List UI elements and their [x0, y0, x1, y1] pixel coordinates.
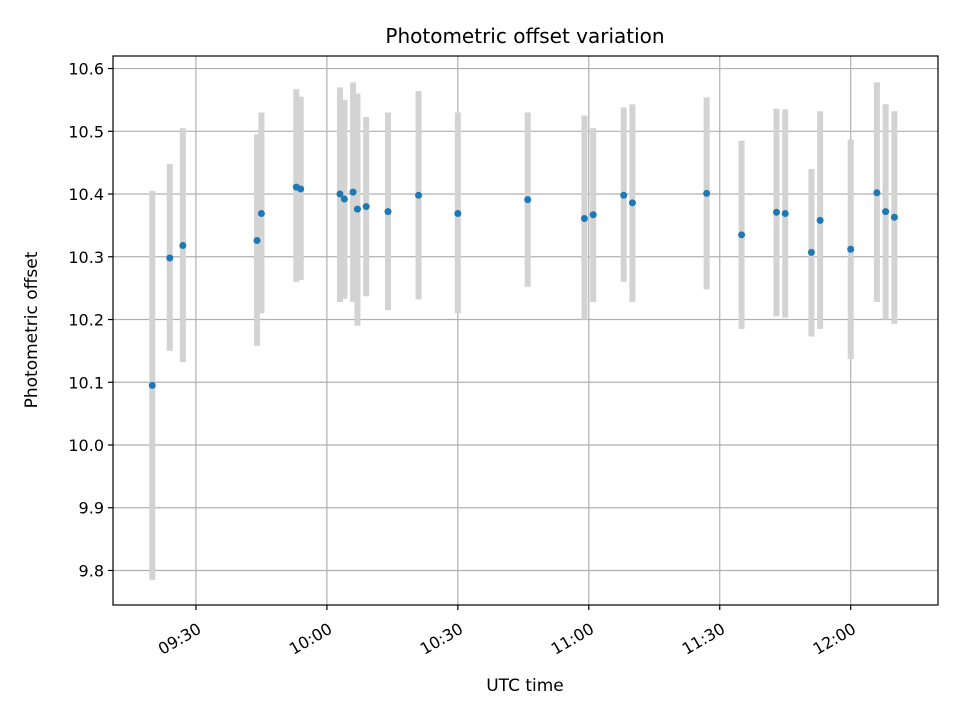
x-axis-ticks: 09:30 10:00 10:30 11:00 11:30 12:00 [155, 605, 859, 659]
y-tick-label: 9.8 [79, 561, 104, 580]
data-point [580, 215, 588, 223]
data-point [882, 208, 890, 216]
data-point [738, 231, 746, 239]
data-points [148, 183, 898, 389]
data-point [148, 381, 156, 389]
data-point [454, 209, 462, 217]
y-tick-label: 10.2 [68, 311, 104, 330]
x-tick-label: 09:30 [155, 619, 204, 659]
y-axis-ticks: 9.8 9.9 10.0 10.1 10.2 10.3 10.4 10.5 10.6 [68, 60, 113, 580]
data-point [336, 190, 344, 198]
data-point [873, 189, 881, 197]
data-point [179, 241, 187, 249]
data-point [589, 211, 597, 219]
y-tick-label: 10.0 [68, 436, 104, 455]
data-point [297, 185, 305, 193]
data-point [628, 199, 636, 207]
chart-title: Photometric offset variation [385, 24, 664, 48]
data-point [816, 216, 824, 224]
plot-frame [112, 55, 939, 606]
x-axis-label: UTC time [486, 676, 564, 696]
data-point [415, 191, 423, 199]
data-point [524, 196, 532, 204]
data-point [362, 203, 370, 211]
y-tick-label: 10.6 [68, 60, 104, 79]
y-axis-label: Photometric offset [22, 251, 42, 408]
data-point [703, 189, 711, 197]
x-tick-label: 10:00 [286, 619, 335, 659]
error-bars [149, 82, 898, 580]
x-tick-label: 12:00 [810, 619, 859, 659]
data-point [620, 191, 628, 199]
data-point [847, 245, 855, 253]
x-tick-label: 10:30 [417, 619, 466, 659]
y-tick-label: 10.1 [68, 373, 104, 392]
y-tick-label: 10.5 [68, 122, 104, 141]
data-point [340, 195, 348, 203]
data-point [166, 254, 174, 262]
x-tick-label: 11:00 [548, 619, 597, 659]
data-point [781, 209, 789, 217]
y-tick-label: 9.9 [79, 499, 104, 518]
data-point [890, 213, 898, 221]
x-tick-label: 11:30 [679, 619, 728, 659]
y-tick-label: 10.4 [68, 185, 104, 204]
data-point [807, 248, 815, 256]
data-point [384, 208, 392, 216]
data-point [349, 188, 357, 196]
data-point [772, 208, 780, 216]
y-tick-label: 10.3 [68, 248, 104, 267]
data-point [253, 236, 261, 244]
data-point [353, 205, 361, 213]
data-point [257, 209, 265, 217]
